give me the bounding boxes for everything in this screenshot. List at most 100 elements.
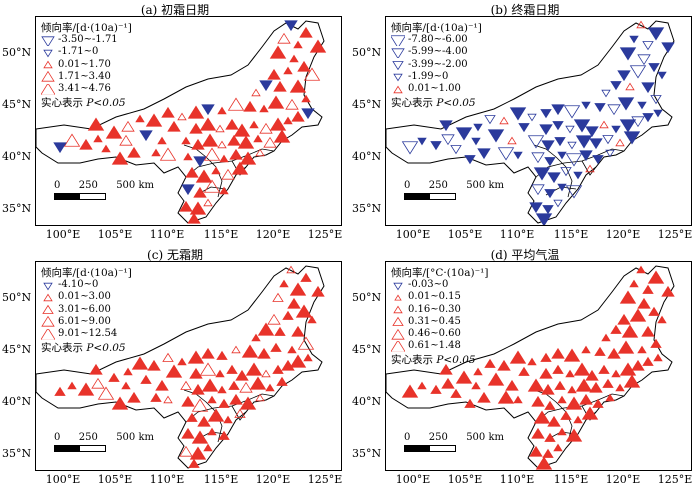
latitude-label: 45°N: [352, 98, 382, 111]
station-marker: [541, 140, 555, 152]
station-marker: [289, 354, 307, 368]
longitude-label: 115°E: [203, 228, 239, 241]
station-marker: [575, 135, 593, 149]
station-marker: [251, 333, 261, 342]
station-marker: [648, 306, 660, 316]
station-marker: [239, 151, 257, 165]
station-marker: [565, 125, 575, 134]
station-marker: [189, 122, 203, 134]
map-canvas: [386, 20, 675, 225]
station-marker: [216, 350, 228, 360]
station-marker: [589, 381, 603, 393]
longitude-label: 110°E: [149, 228, 185, 241]
station-marker: [464, 155, 476, 165]
station-marker: [229, 148, 243, 160]
station-marker: [594, 346, 606, 356]
station-marker: [471, 137, 481, 146]
longitude-label: 110°E: [499, 228, 535, 241]
longitude-label: 105°E: [97, 473, 133, 486]
map-canvas: [36, 20, 327, 224]
station-marker: [484, 358, 496, 368]
station-marker: [111, 151, 129, 165]
station-marker: [621, 324, 639, 338]
longitude-label: 115°E: [203, 473, 239, 486]
station-marker: [282, 310, 294, 320]
latitude-label: 50°N: [352, 46, 382, 59]
station-marker: [121, 381, 131, 390]
station-marker: [297, 336, 315, 350]
station-marker: [195, 169, 213, 183]
station-marker: [554, 137, 566, 147]
station-marker: [203, 198, 213, 207]
station-marker: [201, 133, 219, 147]
station-marker: [93, 134, 103, 143]
latitude-label: 50°N: [352, 291, 382, 304]
station-marker: [297, 60, 311, 72]
station-marker: [285, 98, 299, 110]
significance-note: 实心表示 P<0.05: [41, 342, 126, 355]
legend-title: 倾向率/[d·(10a)⁻¹]: [391, 22, 482, 34]
station-marker: [127, 391, 141, 403]
station-marker: [299, 26, 313, 38]
station-marker: [251, 88, 261, 97]
longitude-label: 125°E: [657, 228, 693, 241]
longitude-label: 105°E: [97, 228, 133, 241]
longitude-label: 125°E: [307, 473, 343, 486]
station-marker: [601, 89, 611, 98]
station-marker: [619, 290, 637, 304]
station-marker: [563, 105, 581, 119]
scale-bar: 0 250 500 km: [54, 180, 154, 200]
station-marker: [455, 370, 473, 384]
station-marker: [235, 369, 249, 381]
station-marker: [531, 152, 545, 164]
station-marker: [629, 308, 647, 322]
legend-symbol: [41, 83, 55, 95]
station-marker: [661, 42, 675, 54]
station-marker: [223, 415, 233, 424]
station-marker: [650, 95, 662, 105]
station-marker: [575, 378, 593, 392]
station-marker: [647, 270, 665, 284]
legend-symbol: [41, 316, 55, 328]
station-marker: [167, 120, 181, 132]
legend-item: -1.71~0: [41, 46, 132, 58]
station-marker: [619, 47, 637, 61]
station-marker: [241, 344, 259, 358]
station-marker: [573, 415, 583, 424]
station-marker: [563, 348, 581, 362]
legend-item: -4.10~0: [41, 279, 132, 291]
station-marker: [484, 115, 496, 125]
station-marker: [87, 117, 105, 131]
station-marker: [217, 140, 227, 149]
station-marker: [289, 282, 307, 296]
longitude-label: 105°E: [447, 228, 483, 241]
station-marker: [619, 119, 637, 133]
station-marker: [231, 161, 249, 175]
station-marker: [145, 113, 163, 127]
station-marker: [105, 125, 123, 139]
station-marker: [53, 142, 67, 154]
map-frame: 倾向率/[d·(10a)⁻¹] -3.50~-1.71 -1.71~0 0.01~1…: [35, 16, 342, 226]
legend-item: -3.99~-2.00: [391, 59, 482, 71]
station-marker: [159, 147, 177, 161]
station-marker: [599, 120, 609, 129]
station-marker: [199, 362, 217, 376]
station-marker: [188, 458, 200, 468]
station-marker: [551, 347, 565, 359]
station-marker: [303, 67, 321, 81]
station-marker: [165, 364, 183, 378]
station-marker: [430, 384, 442, 394]
station-marker: [518, 366, 530, 376]
legend-item: 3.01~6.00: [41, 304, 132, 316]
longitude-label: 125°E: [307, 228, 343, 241]
station-marker: [565, 153, 583, 167]
latitude-label: 45°N: [2, 98, 32, 111]
station-marker: [259, 80, 273, 92]
station-marker: [631, 116, 645, 128]
station-marker: [203, 179, 221, 193]
station-marker: [289, 79, 307, 93]
legend-item: 0.16~0.30: [391, 304, 488, 316]
station-marker: [201, 104, 215, 116]
station-marker: [629, 35, 639, 44]
station-marker: [560, 410, 572, 420]
